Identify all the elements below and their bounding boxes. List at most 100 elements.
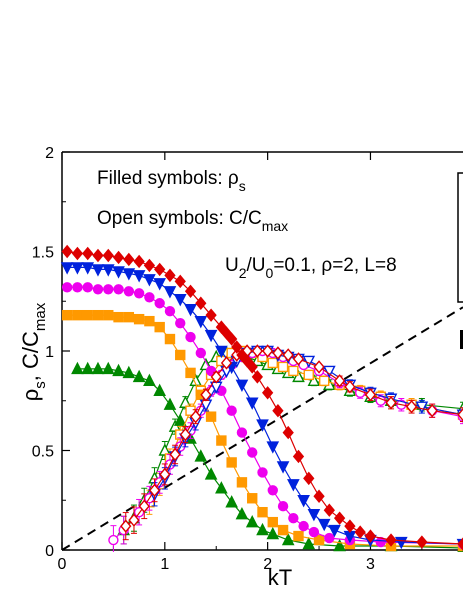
filled-diamond-point [154,262,166,277]
open-square-point [277,361,289,373]
filled-triangle-up-point [163,397,177,410]
open-diamond-point [220,356,233,370]
filled-circle-point [324,532,335,544]
annotation-params: U2/U0=0.1, ρ=2, L=8 [225,255,397,281]
open-diamond-point [251,344,263,358]
filled-triangle-down-point [287,479,300,492]
filled-diamond-point [303,471,315,486]
filled-circle-point [103,284,114,295]
filled-triangle-up-point [81,361,95,375]
open-diamond-point [148,483,161,498]
reference-dashed-line [61,306,463,551]
filled-triangle-down-point [112,266,125,279]
filled-triangle-down-point [91,264,105,277]
filled-triangle-down-point [153,278,166,291]
filled-square-point [123,311,135,323]
filled-diamond-point [231,340,243,354]
filled-triangle-up-point [194,449,208,462]
filled-diamond-point [416,535,428,549]
filled-triangle-down-point [132,270,146,283]
filled-square-point [226,457,237,468]
filled-triangle-up-point [153,383,166,396]
open-diamond-point [138,499,150,513]
filled-diamond-point [251,370,263,384]
filled-circle-point [82,282,93,293]
filled-triangle-down-point [184,304,197,317]
filled-triangle-down-point [307,508,321,522]
open-triangle-up-point [292,369,305,383]
filled-triangle-down-point [173,294,187,307]
filled-triangle-down-point [245,397,259,410]
filled-circle-point [195,347,207,359]
filled-circle-point [226,405,237,416]
filled-diamond-point [143,258,156,273]
filled-triangle-down-point [101,264,115,277]
filled-diamond-point [313,489,325,503]
filled-diamond-point [364,529,377,543]
open-diamond-point [200,388,212,402]
series-line-c [123,352,463,531]
filled-diamond-point [385,533,397,547]
open-square-point [185,405,196,416]
y-tick-label: 2 [45,145,54,162]
filled-diamond-point [184,284,197,299]
filled-diamond-point [133,254,145,269]
y-tick-label: 0 [45,543,54,560]
filled-diamond-point [123,252,135,267]
annotation-open: Open symbols: C/Cmax [97,208,288,234]
open-diamond-point [159,467,171,482]
open-square-point [267,357,278,369]
filled-diamond-point [102,248,114,263]
open-diamond-point [426,403,438,418]
filled-circle-point [205,365,217,377]
series-line-rho [67,286,463,545]
filled-circle-point [288,512,299,524]
filled-square-point [247,493,258,504]
filled-square-point [133,313,145,325]
filled-diamond-point [82,246,94,261]
open-triangle-up-point [189,373,202,387]
y-tick-label: 1 [45,344,54,361]
filled-triangle-down-point [266,441,280,454]
open-diamond-point [128,513,140,527]
filled-circle-point [72,282,83,293]
filled-circle-point [154,298,165,309]
filled-circle-point [144,292,155,303]
filled-square-point [185,367,196,379]
filled-triangle-up-point [215,481,228,494]
annotation-filled: Filled symbols: ρs [97,168,246,194]
filled-circle-point [113,284,124,295]
filled-circle-point [61,282,73,293]
open-triangle-down-point [415,401,429,414]
filled-diamond-point [323,503,335,517]
filled-square-point [175,349,186,361]
filled-diamond-point [457,537,463,551]
filled-triangle-down-point [60,262,74,275]
filled-triangle-down-point [163,286,177,299]
filled-triangle-down-point [328,524,341,538]
filled-triangle-down-point [122,268,136,281]
filled-triangle-up-point [112,363,125,377]
filled-diamond-point [71,246,84,261]
filled-triangle-up-point [281,532,295,546]
filled-circle-point [164,306,176,317]
filled-diamond-point [282,425,294,440]
filled-triangle-up-point [333,538,346,552]
filled-triangle-down-point [297,495,310,508]
filled-square-point [164,333,176,345]
filled-circle-point [257,467,268,478]
filled-diamond-point [292,449,305,464]
open-diamond-point [313,360,325,374]
filled-circle-point [298,520,309,532]
series-layer [60,244,463,552]
filled-triangle-up-point [225,495,238,508]
filled-triangle-up-point [266,526,280,540]
filled-diamond-point [205,308,217,322]
filled-triangle-up-point [235,507,249,520]
filled-square-point [277,524,289,536]
y-tick-label: 1.5 [32,245,54,262]
x-tick-label: 0 [58,556,67,573]
filled-diamond-point [354,525,366,539]
open-diamond-point [344,380,356,394]
filled-diamond-point [262,386,274,400]
